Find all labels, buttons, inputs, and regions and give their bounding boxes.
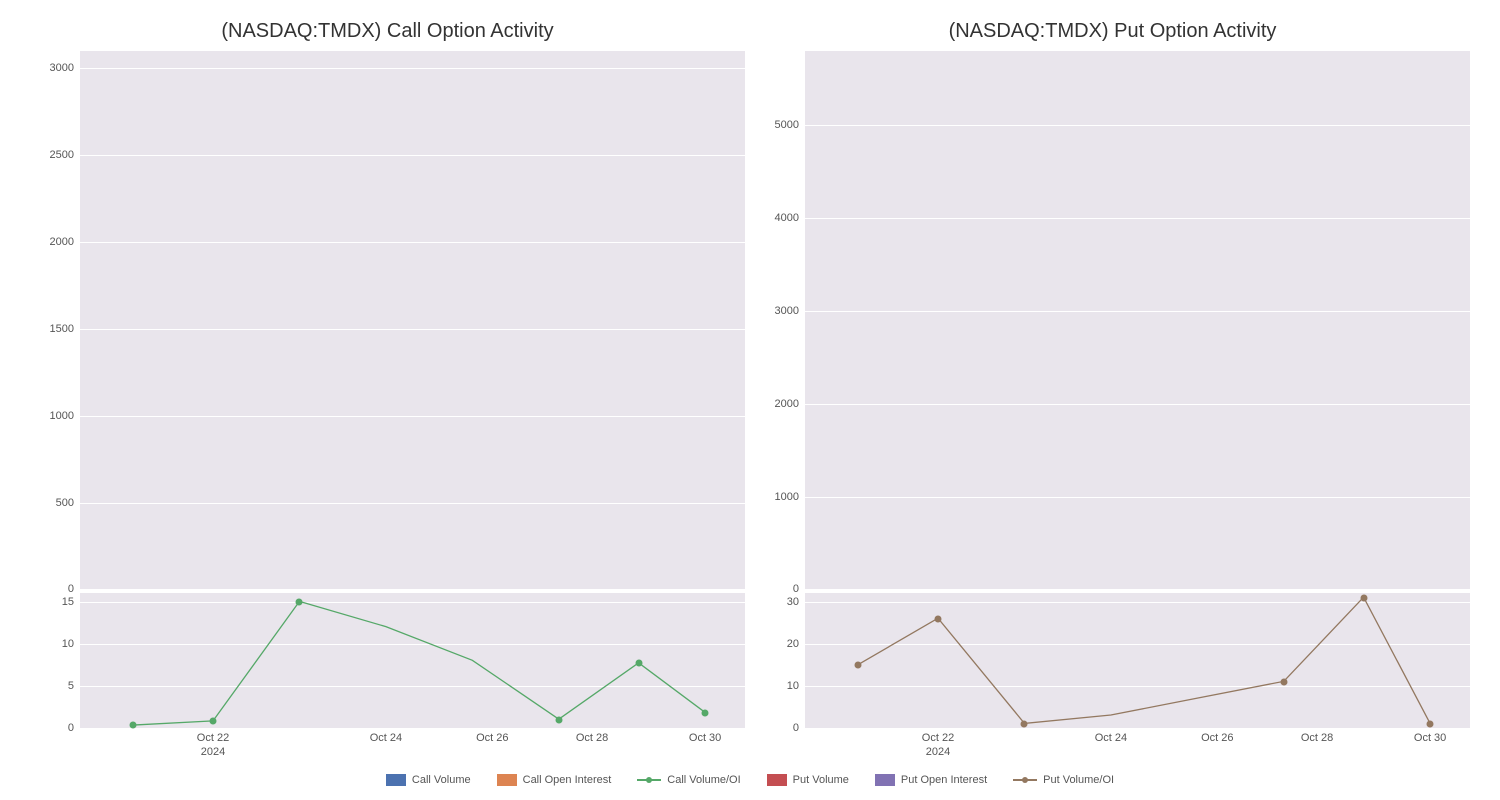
call-ratio-y-tick: 10 xyxy=(62,638,74,650)
grid-line xyxy=(805,311,1470,312)
call-ratio-plot: 051015 xyxy=(30,593,745,728)
legend-label: Put Volume xyxy=(793,774,849,786)
legend-item: Put Volume xyxy=(767,774,849,786)
legend-line-icon xyxy=(637,774,661,786)
put-x-tick: Oct 30 xyxy=(1414,732,1446,744)
put-ratio-marker xyxy=(1021,720,1028,727)
legend-item: Put Open Interest xyxy=(875,774,987,786)
call-y-tick: 2000 xyxy=(50,236,74,248)
legend-item: Call Volume xyxy=(386,774,471,786)
grid-line xyxy=(805,497,1470,498)
grid-line xyxy=(805,218,1470,219)
legend-swatch-icon xyxy=(875,774,895,786)
put-x-tick: Oct 24 xyxy=(1095,732,1127,744)
legend-line-icon xyxy=(1013,774,1037,786)
call-x-tick: Oct 30 xyxy=(689,732,721,744)
grid-line xyxy=(80,329,745,330)
call-ratio-area xyxy=(80,593,745,728)
call-ratio-marker xyxy=(702,709,709,716)
grid-line xyxy=(80,155,745,156)
put-ratio-y-axis: 0102030 xyxy=(755,593,805,728)
grid-line xyxy=(80,589,745,590)
put-ratio-y-tick: 30 xyxy=(787,596,799,608)
call-y-tick: 3000 xyxy=(50,62,74,74)
call-ratio-y-tick: 5 xyxy=(68,680,74,692)
call-x-year: 2024 xyxy=(201,746,225,758)
legend-swatch-icon xyxy=(386,774,406,786)
legend-item: Put Volume/OI xyxy=(1013,774,1114,786)
legend-item: Call Open Interest xyxy=(497,774,612,786)
put-x-tick: Oct 26 xyxy=(1201,732,1233,744)
put-ratio-marker xyxy=(935,615,942,622)
put-ratio-line xyxy=(805,593,1470,728)
put-x-tick: Oct 22 xyxy=(922,732,954,744)
legend-swatch-icon xyxy=(767,774,787,786)
call-x-tick: Oct 24 xyxy=(370,732,402,744)
put-ratio-plot: 0102030 xyxy=(755,593,1470,728)
grid-line xyxy=(80,416,745,417)
put-ratio-marker xyxy=(855,661,862,668)
call-x-tick: Oct 22 xyxy=(197,732,229,744)
grid-line xyxy=(80,503,745,504)
call-y-tick: 1500 xyxy=(50,323,74,335)
put-x-tick: Oct 28 xyxy=(1301,732,1333,744)
grid-line xyxy=(805,125,1470,126)
call-ratio-marker xyxy=(296,598,303,605)
put-title: (NASDAQ:TMDX) Put Option Activity xyxy=(755,20,1470,43)
legend: Call Volume Call Open Interest Call Volume… xyxy=(0,768,1500,800)
put-y-tick: 3000 xyxy=(775,305,799,317)
call-plot-area xyxy=(80,51,745,589)
call-ratio-marker xyxy=(555,716,562,723)
put-panel: (NASDAQ:TMDX) Put Option Activity 010002… xyxy=(755,20,1470,768)
call-y-axis: 050010001500200025003000 xyxy=(30,51,80,589)
legend-label: Call Open Interest xyxy=(523,774,612,786)
grid-line xyxy=(80,68,745,69)
call-y-tick: 1000 xyxy=(50,410,74,422)
put-x-year: 2024 xyxy=(926,746,950,758)
put-x-axis: Oct 22 Oct 24 Oct 26 Oct 28 Oct 30 2024 xyxy=(755,728,1470,768)
call-ratio-marker xyxy=(210,718,217,725)
call-ratio-y-axis: 051015 xyxy=(30,593,80,728)
grid-line xyxy=(805,589,1470,590)
legend-label: Call Volume/OI xyxy=(667,774,740,786)
legend-swatch-icon xyxy=(497,774,517,786)
put-ratio-area xyxy=(805,593,1470,728)
legend-label: Call Volume xyxy=(412,774,471,786)
put-ratio-y-tick: 10 xyxy=(787,680,799,692)
put-ratio-marker xyxy=(1360,594,1367,601)
legend-label: Put Open Interest xyxy=(901,774,987,786)
call-title: (NASDAQ:TMDX) Call Option Activity xyxy=(30,20,745,43)
legend-item: Call Volume/OI xyxy=(637,774,740,786)
put-y-tick: 4000 xyxy=(775,212,799,224)
put-y-axis: 010002000300040005000 xyxy=(755,51,805,589)
grid-line xyxy=(80,242,745,243)
call-y-tick: 2500 xyxy=(50,149,74,161)
put-ratio-marker xyxy=(1280,678,1287,685)
call-ratio-line xyxy=(80,593,745,728)
put-plot-area xyxy=(805,51,1470,589)
charts-row: (NASDAQ:TMDX) Call Option Activity 05001… xyxy=(0,0,1500,768)
call-x-tick: Oct 28 xyxy=(576,732,608,744)
put-main-plot: 010002000300040005000 xyxy=(755,51,1470,589)
call-ratio-marker xyxy=(635,660,642,667)
call-y-tick: 500 xyxy=(56,497,74,509)
call-x-tick: Oct 26 xyxy=(476,732,508,744)
put-y-tick: 1000 xyxy=(775,491,799,503)
legend-label: Put Volume/OI xyxy=(1043,774,1114,786)
call-ratio-y-tick: 15 xyxy=(62,596,74,608)
call-main-plot: 050010001500200025003000 xyxy=(30,51,745,589)
chart-container: (NASDAQ:TMDX) Call Option Activity 05001… xyxy=(0,0,1500,800)
put-y-tick: 5000 xyxy=(775,119,799,131)
call-x-axis: Oct 22 Oct 24 Oct 26 Oct 28 Oct 30 2024 xyxy=(30,728,745,768)
call-panel: (NASDAQ:TMDX) Call Option Activity 05001… xyxy=(30,20,745,768)
grid-line xyxy=(805,404,1470,405)
put-ratio-marker xyxy=(1427,720,1434,727)
put-ratio-y-tick: 20 xyxy=(787,638,799,650)
put-y-tick: 2000 xyxy=(775,398,799,410)
